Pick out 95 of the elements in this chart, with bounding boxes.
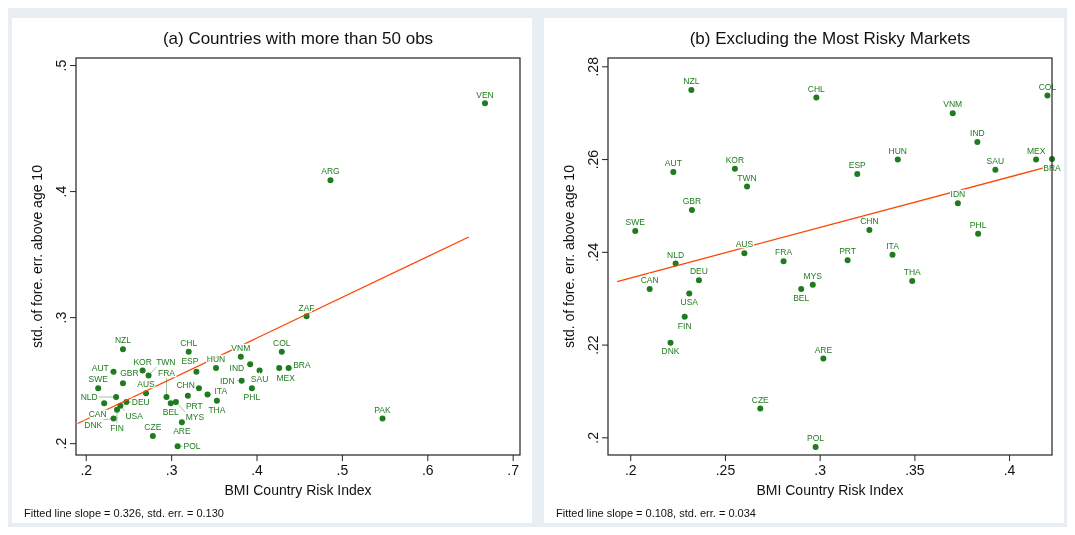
data-label: ITA bbox=[214, 386, 228, 397]
text: Fitted line slope = 0.108, std. err. = 0.034 bbox=[556, 507, 756, 519]
data-label: DEU bbox=[689, 266, 708, 277]
data-label: BEL bbox=[793, 292, 810, 303]
data-label: IND bbox=[970, 128, 985, 139]
data-label: TWN bbox=[737, 172, 757, 183]
data-label: KOR bbox=[133, 356, 152, 367]
data-label: CHL bbox=[180, 337, 198, 348]
data-label: NLD bbox=[80, 392, 98, 402]
data-label: MEX bbox=[276, 373, 296, 384]
data-label: IDN bbox=[950, 189, 966, 200]
data-label: AUT bbox=[664, 158, 682, 169]
y-axis-title: std. of fore. err. above age 10 bbox=[29, 164, 45, 348]
x-axis-title: BMI Country Risk Index bbox=[224, 482, 372, 498]
data-label: DNK bbox=[84, 419, 103, 430]
y-tick-label: .3 bbox=[53, 311, 69, 324]
x-tick-label: .3 bbox=[814, 462, 827, 478]
data-label: PRT bbox=[185, 401, 203, 412]
data-label: ESP bbox=[181, 356, 199, 367]
data-label: PHL bbox=[243, 391, 261, 402]
y-tick-label: .26 bbox=[585, 149, 601, 170]
data-label: PRT bbox=[839, 246, 857, 257]
data-label: CHL bbox=[807, 83, 826, 94]
data-label: USA bbox=[680, 297, 699, 308]
x-tick-label: .4 bbox=[251, 462, 264, 478]
data-label: POL bbox=[807, 433, 825, 444]
data-label: CHN bbox=[860, 216, 879, 227]
chart-title: (a) Countries with more than 50 obs bbox=[162, 29, 434, 48]
data-label: DNK bbox=[661, 346, 680, 357]
data-label: SAU bbox=[986, 156, 1005, 166]
data-label: FRA bbox=[158, 368, 176, 379]
data-label: NZL bbox=[114, 335, 132, 346]
data-label: NLD bbox=[667, 249, 685, 260]
x-tick-label: .25 bbox=[715, 462, 736, 478]
data-label: HUN bbox=[888, 145, 908, 156]
x-tick-label: .2 bbox=[624, 462, 637, 478]
data-label: AUS bbox=[735, 239, 754, 250]
y-tick-label: .24 bbox=[585, 242, 601, 263]
data-label: IND bbox=[229, 362, 245, 373]
data-label: GBR bbox=[682, 196, 702, 207]
x-tick-label: .2 bbox=[80, 462, 93, 478]
data-label: FRA bbox=[775, 247, 793, 258]
y-tick-label: .22 bbox=[585, 335, 601, 355]
data-label: ESP bbox=[848, 160, 867, 171]
data-label: THA bbox=[208, 404, 226, 415]
data-label: NZL bbox=[683, 76, 700, 87]
data-label: ARG bbox=[321, 166, 340, 177]
x-tick-label: .4 bbox=[1003, 462, 1016, 478]
data-label: ARE bbox=[814, 344, 833, 355]
y-tick-label: .4 bbox=[53, 185, 69, 198]
data-label: USA bbox=[125, 410, 144, 421]
data-label: SWE bbox=[625, 217, 646, 228]
data-label: KOR bbox=[725, 155, 745, 166]
data-label: DEU bbox=[131, 397, 150, 408]
data-label: POL bbox=[183, 441, 201, 452]
y-tick-label: .2 bbox=[53, 437, 69, 450]
data-label: CAN bbox=[640, 275, 659, 286]
data-label: FIN bbox=[110, 423, 124, 434]
data-label: MYS bbox=[185, 412, 205, 423]
x-tick-label: .7 bbox=[507, 462, 520, 478]
data-label: ZAF bbox=[298, 302, 315, 313]
data-label: VNM bbox=[943, 99, 963, 110]
data-label: COL bbox=[273, 337, 291, 348]
y-tick-label: .28 bbox=[585, 56, 601, 77]
data-label: THA bbox=[903, 267, 922, 278]
x-tick-label: .35 bbox=[905, 462, 925, 478]
data-label: VEN bbox=[476, 89, 494, 100]
data-label: SAU bbox=[250, 374, 269, 385]
data-label: IDN bbox=[219, 375, 235, 386]
x-tick-label: .6 bbox=[421, 462, 434, 478]
text: Fitted line slope = 0.326, std. err. = 0.130 bbox=[24, 507, 224, 519]
data-label: FIN bbox=[677, 320, 692, 331]
x-axis-title: BMI Country Risk Index bbox=[756, 482, 904, 498]
data-label: CHN bbox=[176, 379, 195, 390]
x-tick-label: .3 bbox=[165, 462, 178, 478]
y-tick-label: .2 bbox=[585, 431, 601, 444]
data-label: BEL bbox=[162, 407, 180, 418]
data-label: PAK bbox=[374, 404, 392, 415]
x-tick-label: .5 bbox=[336, 462, 349, 478]
chart-title: (b) Excluding the Most Risky Markets bbox=[689, 29, 971, 48]
data-label: BRA bbox=[293, 359, 311, 370]
data-label: GBR bbox=[120, 367, 139, 378]
data-label: AUT bbox=[91, 363, 109, 374]
data-label: AUS bbox=[137, 379, 156, 390]
data-label: ITA bbox=[886, 240, 900, 251]
y-axis-title: std. of fore. err. above age 10 bbox=[561, 164, 577, 348]
data-label: CZE bbox=[751, 394, 770, 405]
data-label: TWN bbox=[156, 357, 176, 368]
data-label: PHL bbox=[969, 220, 987, 230]
data-label: CZE bbox=[144, 422, 162, 433]
data-label: SWE bbox=[88, 374, 109, 385]
y-tick-label: .5 bbox=[53, 59, 69, 72]
data-label: MEX bbox=[1026, 145, 1046, 156]
data-label: MYS bbox=[803, 271, 823, 282]
data-label: ARE bbox=[173, 425, 191, 436]
